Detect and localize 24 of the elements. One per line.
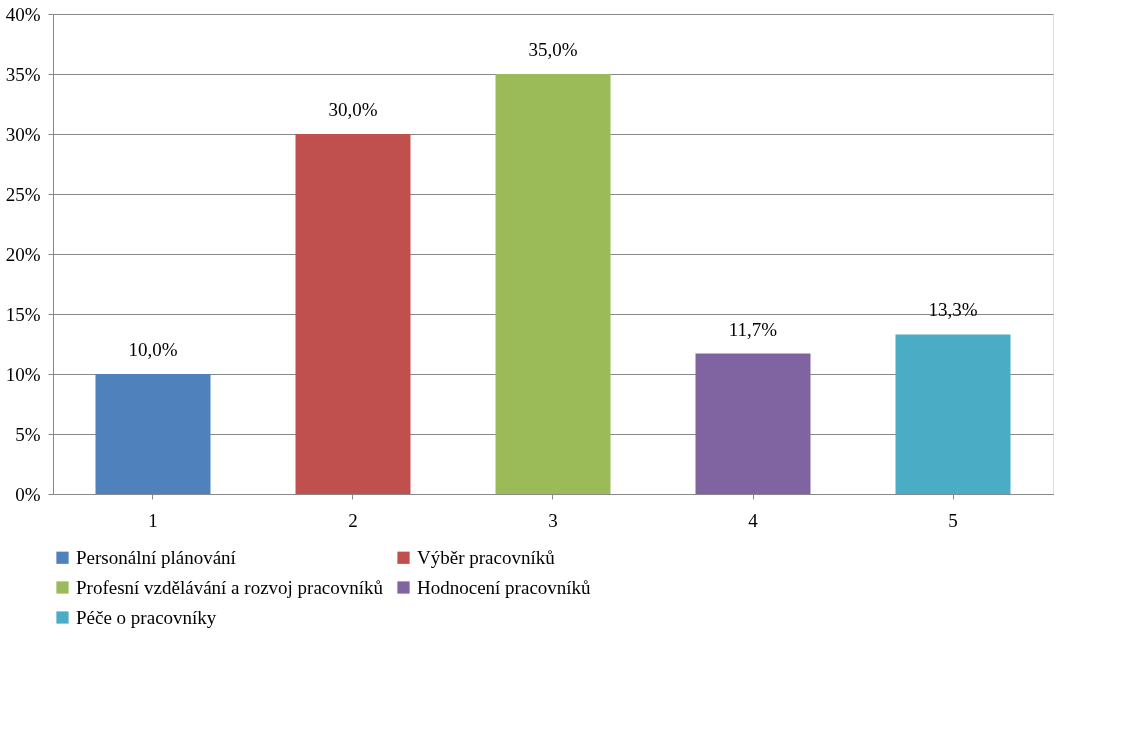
legend-label: Výběr pracovníků (417, 546, 556, 568)
x-tick-label: 1 (148, 509, 158, 531)
y-tick-label: 10% (5, 363, 41, 385)
y-tick-label: 0% (15, 483, 41, 505)
data-label: 35,0% (528, 39, 578, 60)
data-label: 30,0% (328, 99, 378, 120)
legend-label: Personální plánování (76, 546, 237, 568)
legend-label: Profesní vzdělávání a rozvoj pracovníků (76, 576, 384, 598)
y-tick-label: 25% (5, 183, 41, 205)
legend-label: Hodnocení pracovníků (417, 576, 592, 598)
x-tick-label: 2 (348, 509, 358, 531)
y-tick-label: 15% (5, 303, 41, 325)
y-tick-label: 40% (5, 3, 41, 25)
legend-label: Péče o pracovníky (76, 606, 217, 628)
y-tick-label: 20% (5, 243, 41, 265)
data-label: 10,0% (128, 339, 178, 360)
y-tick-label: 5% (15, 423, 41, 445)
x-tick-label: 4 (748, 509, 759, 531)
data-label: 13,3% (928, 299, 978, 321)
y-tick-label: 30% (5, 123, 41, 145)
data-label: 11,7% (728, 318, 778, 340)
x-tick-label: 3 (548, 509, 558, 531)
y-tick-label: 35% (5, 63, 41, 85)
x-tick-label: 5 (948, 509, 958, 531)
